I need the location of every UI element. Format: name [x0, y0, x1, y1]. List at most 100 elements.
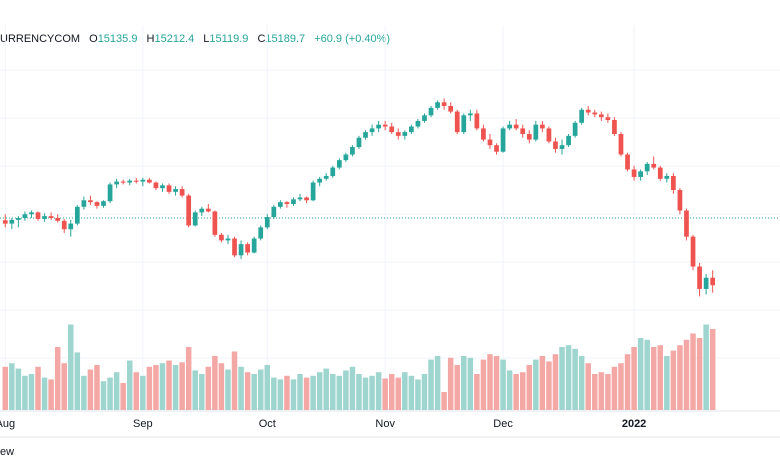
candle-body: [192, 212, 198, 226]
volume-bar: [657, 345, 664, 410]
candle-body: [94, 202, 100, 206]
candle-body: [631, 169, 637, 177]
volume-bar: [277, 379, 284, 410]
volume-bar: [120, 383, 126, 410]
volume-bar: [461, 356, 467, 410]
volume-bar: [690, 333, 696, 410]
candle-body: [310, 182, 316, 201]
volume-bar: [159, 363, 166, 410]
candle-body: [88, 200, 93, 203]
volume-bar: [533, 359, 539, 410]
candle-body: [415, 120, 421, 127]
volume-bar: [107, 377, 113, 410]
volume-bar: [2, 366, 9, 410]
candle-body: [481, 128, 486, 140]
volume-bar: [650, 347, 657, 410]
candle-body: [336, 160, 342, 168]
volume-bar: [343, 370, 349, 410]
candle-body: [219, 234, 224, 241]
candle-body: [703, 277, 709, 289]
candle-body: [245, 244, 250, 253]
volume-bar: [303, 377, 310, 410]
volume-bar: [585, 363, 591, 410]
footer-text: ew: [0, 446, 15, 458]
volume-bar: [539, 356, 546, 410]
candle-body: [297, 197, 303, 200]
volume-bar: [565, 345, 572, 410]
volume-bar: [559, 347, 565, 410]
candle-body: [684, 210, 689, 237]
volume-bar: [290, 379, 297, 410]
candle-body: [422, 115, 427, 121]
volume-bar: [336, 375, 343, 410]
candle-body: [343, 154, 349, 161]
volume-bar: [41, 377, 48, 410]
volume-bar: [356, 374, 362, 410]
candle-body: [671, 176, 676, 190]
volume-bar: [670, 350, 677, 410]
volume-bar: [598, 372, 605, 410]
candle-body: [474, 113, 480, 129]
volume-bar: [421, 374, 428, 410]
volume-bar: [87, 369, 94, 410]
volume-bar: [81, 375, 87, 410]
symbol-label: URRENCYCOM: [0, 33, 81, 45]
candle-body: [651, 163, 657, 168]
candle-body: [173, 189, 178, 192]
volume-bar: [578, 356, 585, 410]
volume-bar: [323, 368, 329, 410]
volume-bar: [316, 372, 323, 410]
volume-bar: [447, 357, 454, 410]
candle-body: [363, 132, 368, 138]
volume-bar: [415, 379, 421, 410]
x-tick-label: Oct: [259, 418, 276, 430]
candle-body: [153, 182, 159, 189]
candle-body: [120, 181, 126, 183]
candle-body: [435, 102, 440, 108]
volume-bar: [709, 329, 716, 410]
candle-body: [212, 211, 218, 235]
volume-bar: [22, 375, 28, 410]
volume-bar: [271, 377, 277, 410]
volume-bar: [480, 359, 487, 410]
candle-body: [553, 141, 558, 149]
volume-bar: [526, 365, 533, 410]
candle-body: [81, 200, 87, 207]
volume-bar: [441, 392, 447, 410]
volume-bar: [546, 361, 552, 410]
volume-bar: [434, 356, 441, 410]
x-tick-label: Sep: [133, 418, 153, 430]
volume-bar: [192, 370, 198, 410]
low-key: L: [203, 33, 210, 45]
candle-body: [179, 189, 185, 196]
candle-body: [389, 126, 395, 133]
volume-bar: [179, 362, 185, 410]
candle-body: [618, 134, 624, 155]
candle-body: [29, 212, 34, 215]
volume-bar: [631, 347, 637, 410]
volume-bar: [48, 379, 54, 410]
volume-bar: [35, 366, 41, 410]
volume-bar: [611, 366, 618, 410]
volume-bar: [205, 366, 212, 410]
volume-bar: [388, 374, 395, 410]
volume-bar: [395, 377, 402, 410]
candle-body: [127, 180, 133, 183]
volume-bar: [94, 365, 100, 410]
candle-body: [16, 218, 21, 220]
volume-bar: [519, 372, 526, 410]
volume-bar: [225, 369, 231, 410]
candle-body: [22, 214, 28, 218]
candle-body: [690, 236, 696, 267]
candle-body: [500, 128, 506, 152]
candle-body: [9, 219, 15, 224]
candle-body: [710, 277, 716, 286]
candle-body: [186, 195, 192, 226]
candle-body: [55, 218, 61, 221]
candle-body: [114, 181, 119, 185]
candle-body: [559, 145, 565, 149]
candle-body: [376, 124, 381, 129]
volume-bar: [637, 338, 644, 410]
candle-body: [225, 238, 231, 241]
